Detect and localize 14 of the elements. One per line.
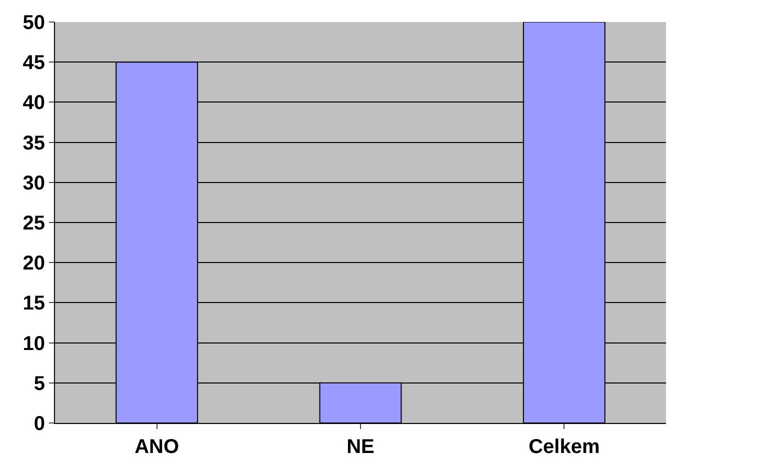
- y-tick-label: 0: [34, 413, 45, 435]
- x-tick-label: NE: [346, 436, 374, 458]
- y-tick-label: 15: [22, 292, 45, 315]
- y-tick-label: 50: [22, 12, 45, 34]
- y-tick-label: 35: [22, 132, 45, 154]
- y-tick-label: 20: [22, 252, 45, 275]
- x-tick-label: ANO: [134, 436, 180, 458]
- y-tick-label: 30: [22, 172, 45, 194]
- y-tick-label: 25: [22, 212, 45, 234]
- y-tick-label: 5: [34, 372, 45, 395]
- y-tick-label: 40: [22, 92, 45, 114]
- y-tick-label: 10: [22, 332, 45, 355]
- x-tick-label: Celkem: [528, 436, 600, 458]
- y-tick-label: 45: [22, 52, 45, 74]
